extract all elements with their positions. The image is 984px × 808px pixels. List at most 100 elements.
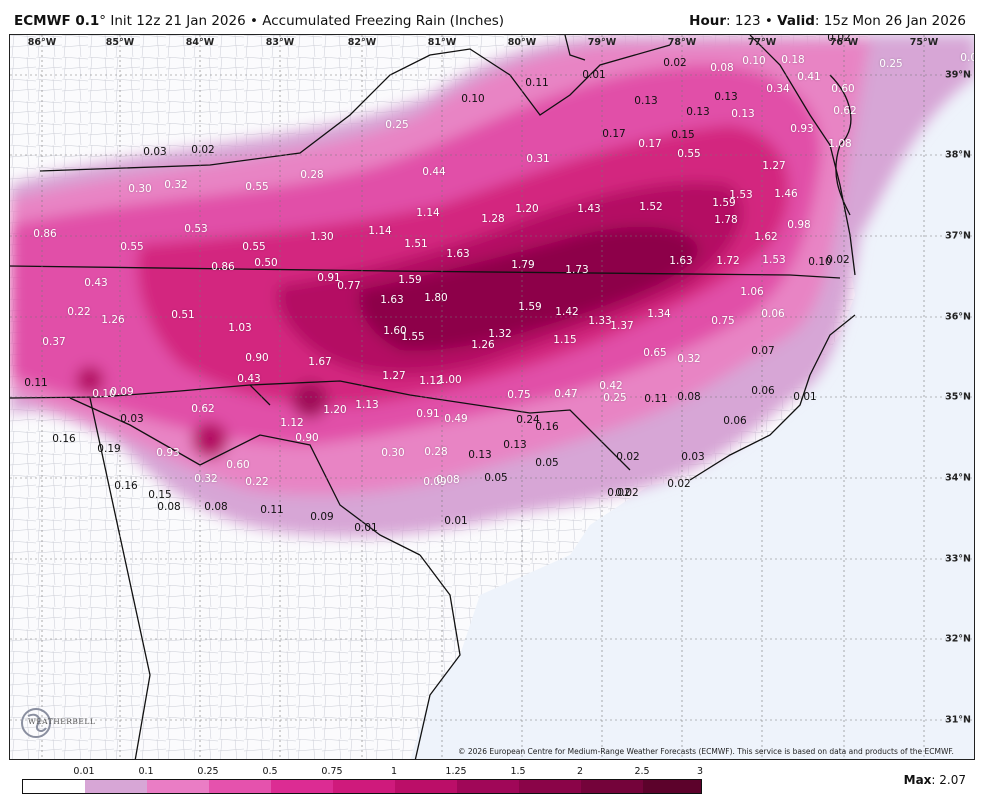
value-label: 0.08 [677, 391, 701, 403]
model-name: ECMWF 0.1 [14, 13, 100, 29]
value-label: 1.14 [416, 207, 440, 219]
value-label: 0.32 [677, 353, 701, 365]
value-label: 0.93 [156, 447, 180, 459]
header: ECMWF 0.1° Init 12z 21 Jan 2026 • Accumu… [0, 0, 984, 34]
value-label: 1.73 [565, 264, 589, 276]
value-label: 1.67 [308, 356, 332, 368]
colorbar-swatch [457, 780, 519, 793]
colorbar [22, 779, 702, 794]
value-label: 0.02 [827, 34, 851, 44]
value-label: 1.08 [828, 138, 852, 150]
max-number: : 2.07 [931, 773, 966, 787]
value-label: 0.43 [237, 373, 261, 385]
value-label: 0.44 [422, 166, 446, 178]
value-label: 0.03 [120, 413, 144, 425]
value-label: 0.16 [114, 480, 138, 492]
colorbar-swatch [23, 780, 85, 793]
value-label: 0.25 [603, 392, 627, 404]
weatherbell-logo [21, 708, 51, 738]
value-label: 0.10 [742, 55, 766, 67]
value-label: 0.02 [191, 144, 215, 156]
value-label: 1.13 [355, 399, 379, 411]
lon-label: 84°W [185, 37, 215, 48]
value-label: 0.43 [84, 277, 108, 289]
lon-label: 77°W [747, 37, 777, 48]
value-label: 1.59 [712, 197, 736, 209]
value-label: 0.01 [582, 69, 606, 81]
value-label: 1.26 [471, 339, 495, 351]
value-label: 1.03 [228, 322, 252, 334]
colorbar-swatch [271, 780, 333, 793]
value-label: 1.30 [310, 231, 334, 243]
value-label: 0.08 [204, 501, 228, 513]
value-label: 0.75 [507, 389, 531, 401]
lat-label: 36°N [945, 311, 971, 323]
value-label: 1.63 [380, 294, 404, 306]
value-label: 1.20 [323, 404, 347, 416]
value-label: 1.14 [368, 225, 392, 237]
value-label: 1.62 [754, 231, 778, 243]
value-label: 0.16 [535, 421, 559, 433]
value-label: 0.13 [731, 108, 755, 120]
colorbar-tick: 2 [576, 766, 584, 777]
value-label: 0.09 [310, 511, 334, 523]
value-label: 0.77 [337, 280, 361, 292]
value-label: 0.62 [833, 105, 857, 117]
value-label: 0.30 [128, 183, 152, 195]
value-label: 1.34 [647, 308, 671, 320]
lat-label: 34°N [945, 472, 971, 484]
lon-label: 86°W [27, 37, 57, 48]
value-label: 0.55 [120, 241, 144, 253]
value-label: 0.02 [667, 478, 691, 490]
value-label: 0.13 [686, 106, 710, 118]
colorbar-tick: 1 [390, 766, 398, 777]
value-label: 0.10 [808, 256, 832, 268]
value-label: 0.55 [245, 181, 269, 193]
value-label: 0.51 [171, 309, 195, 321]
value-label: 0.49 [444, 413, 468, 425]
colorbar-swatch [643, 780, 701, 793]
value-label: 0.15 [148, 489, 172, 501]
value-label: 1.72 [716, 255, 740, 267]
value-label: 1.33 [588, 315, 612, 327]
lon-label: 83°W [265, 37, 295, 48]
value-label: 0.17 [638, 138, 662, 150]
freezing-rain-shading [10, 35, 974, 537]
colorbar-tick: 0.75 [321, 766, 343, 777]
lon-label: 78°W [667, 37, 697, 48]
value-label: 1.43 [577, 203, 601, 215]
value-label: 0.31 [526, 153, 550, 165]
value-label: 1.51 [404, 238, 428, 250]
copyright-text: © 2026 European Centre for Medium-Range … [458, 747, 954, 756]
value-label: 0.47 [554, 388, 578, 400]
value-label: 0.02 [607, 487, 631, 499]
value-label: 0.08 [710, 62, 734, 74]
lat-label: 31°N [945, 714, 971, 726]
value-label: 1.60 [383, 325, 407, 337]
map-panel[interactable]: 86°W 85°W 84°W 83°W 82°W 81°W 80°W 79°W … [9, 34, 975, 760]
value-label: 1.20 [515, 203, 539, 215]
value-label: 0.22 [67, 306, 91, 318]
value-label: 0.02 [663, 57, 687, 69]
value-label: 1.63 [669, 255, 693, 267]
value-label: 0.16 [52, 433, 76, 445]
value-label: 0.13 [503, 439, 527, 451]
value-label: 0.28 [300, 169, 324, 181]
value-label: 1.00 [438, 374, 462, 386]
valid-value: : 15z Mon 26 Jan 2026 [814, 13, 966, 29]
logo-text: WEATHERBELL [28, 717, 96, 726]
model-info: ° Init 12z 21 Jan 2026 • Accumulated Fre… [99, 13, 505, 29]
value-label: 1.55 [401, 331, 425, 343]
value-label: 0.03 [143, 146, 167, 158]
value-label: 0.60 [226, 459, 250, 471]
value-label: 0.25 [879, 58, 903, 70]
value-label: 0.13 [714, 91, 738, 103]
colorbar-tick: 1.5 [510, 766, 526, 777]
value-label: 1.32 [488, 328, 512, 340]
value-label: 0.10 [92, 388, 116, 400]
value-label: 0.37 [42, 336, 66, 348]
value-label: 0.41 [797, 71, 821, 83]
value-label: 1.26 [101, 314, 125, 326]
value-label: 0.11 [260, 504, 284, 516]
value-label: 0.06 [723, 415, 747, 427]
